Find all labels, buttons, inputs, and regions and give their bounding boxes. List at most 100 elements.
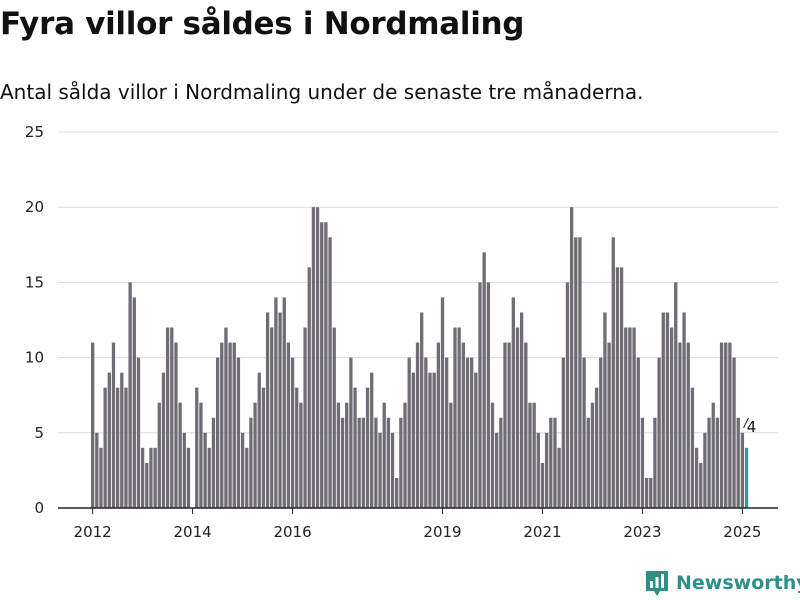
bar	[524, 342, 528, 508]
bar	[557, 447, 561, 508]
bar	[724, 342, 728, 508]
bar	[115, 387, 120, 508]
bar	[465, 357, 470, 508]
x-tick-label: 2014	[174, 523, 212, 541]
bar	[203, 432, 207, 508]
bar	[299, 402, 303, 508]
bar	[95, 432, 99, 508]
bar	[628, 327, 632, 508]
bar	[619, 267, 624, 508]
bar	[153, 447, 157, 508]
bar	[453, 327, 457, 508]
bar	[303, 327, 307, 508]
bar	[445, 357, 449, 508]
bar	[390, 432, 395, 508]
bar	[490, 402, 495, 508]
bar	[290, 357, 295, 508]
bar	[728, 342, 732, 508]
bar	[636, 357, 640, 508]
bar	[249, 417, 253, 508]
chart-subtitle: Antal sålda villor i Nordmaling under de…	[0, 80, 644, 104]
bar	[736, 417, 740, 508]
bar	[486, 282, 490, 508]
bar	[661, 312, 665, 508]
bar	[403, 402, 407, 508]
bar	[111, 342, 116, 508]
bar	[295, 387, 299, 508]
bar	[732, 357, 736, 508]
x-tick-label: 2012	[74, 523, 112, 541]
bar	[715, 417, 720, 508]
bar	[261, 387, 266, 508]
bar	[578, 237, 582, 508]
bar	[107, 372, 111, 508]
bar	[286, 342, 291, 508]
bar	[170, 327, 174, 508]
bar	[478, 282, 482, 508]
bar	[574, 237, 578, 508]
bar	[740, 432, 745, 508]
bar	[640, 417, 645, 508]
bar	[220, 342, 224, 508]
bar	[482, 252, 486, 508]
bar	[328, 237, 332, 508]
bar	[370, 372, 374, 508]
bar	[686, 342, 690, 508]
bar	[511, 297, 515, 508]
bar	[470, 357, 474, 508]
bar	[611, 237, 615, 508]
bar	[340, 417, 345, 508]
bar	[265, 312, 270, 508]
bar	[649, 477, 653, 508]
bar	[653, 417, 657, 508]
bar	[599, 357, 603, 508]
bar	[699, 462, 703, 508]
bar	[270, 327, 274, 508]
bar	[474, 372, 478, 508]
bar	[424, 357, 428, 508]
bar	[103, 387, 107, 508]
bar	[207, 447, 211, 508]
y-tick-label: 15	[25, 273, 44, 291]
bar	[365, 387, 370, 508]
bar	[615, 267, 620, 508]
bar	[674, 282, 678, 508]
bar	[157, 402, 161, 508]
y-tick-label: 10	[25, 349, 44, 367]
x-tick-label: 2021	[523, 523, 561, 541]
x-tick-label: 2023	[623, 523, 661, 541]
bar	[124, 387, 128, 508]
bar	[411, 372, 416, 508]
bar	[215, 357, 220, 508]
bar	[594, 387, 599, 508]
bar	[282, 297, 286, 508]
bar	[569, 207, 574, 508]
brand-name: Newsworthy	[676, 572, 800, 594]
bar	[128, 282, 132, 508]
x-tick-label: 2025	[723, 523, 761, 541]
bar	[561, 357, 565, 508]
bar	[132, 297, 136, 508]
bar	[240, 432, 245, 508]
bar	[415, 342, 420, 508]
bar	[719, 342, 724, 508]
bar	[165, 327, 170, 508]
bar	[140, 447, 145, 508]
bar	[311, 207, 316, 508]
bar	[320, 222, 324, 509]
bar	[603, 312, 607, 508]
bar	[182, 432, 186, 508]
bar	[665, 312, 670, 508]
bar	[690, 387, 695, 508]
bar	[149, 447, 153, 508]
bar	[374, 417, 378, 508]
highlight-bar	[744, 447, 749, 508]
bar	[549, 417, 553, 508]
bar	[361, 417, 366, 508]
bar	[540, 462, 545, 508]
bar	[253, 402, 257, 508]
bar	[420, 312, 424, 508]
bar	[274, 297, 278, 508]
bar	[245, 447, 249, 508]
bar-chart-logo-icon	[646, 571, 668, 596]
